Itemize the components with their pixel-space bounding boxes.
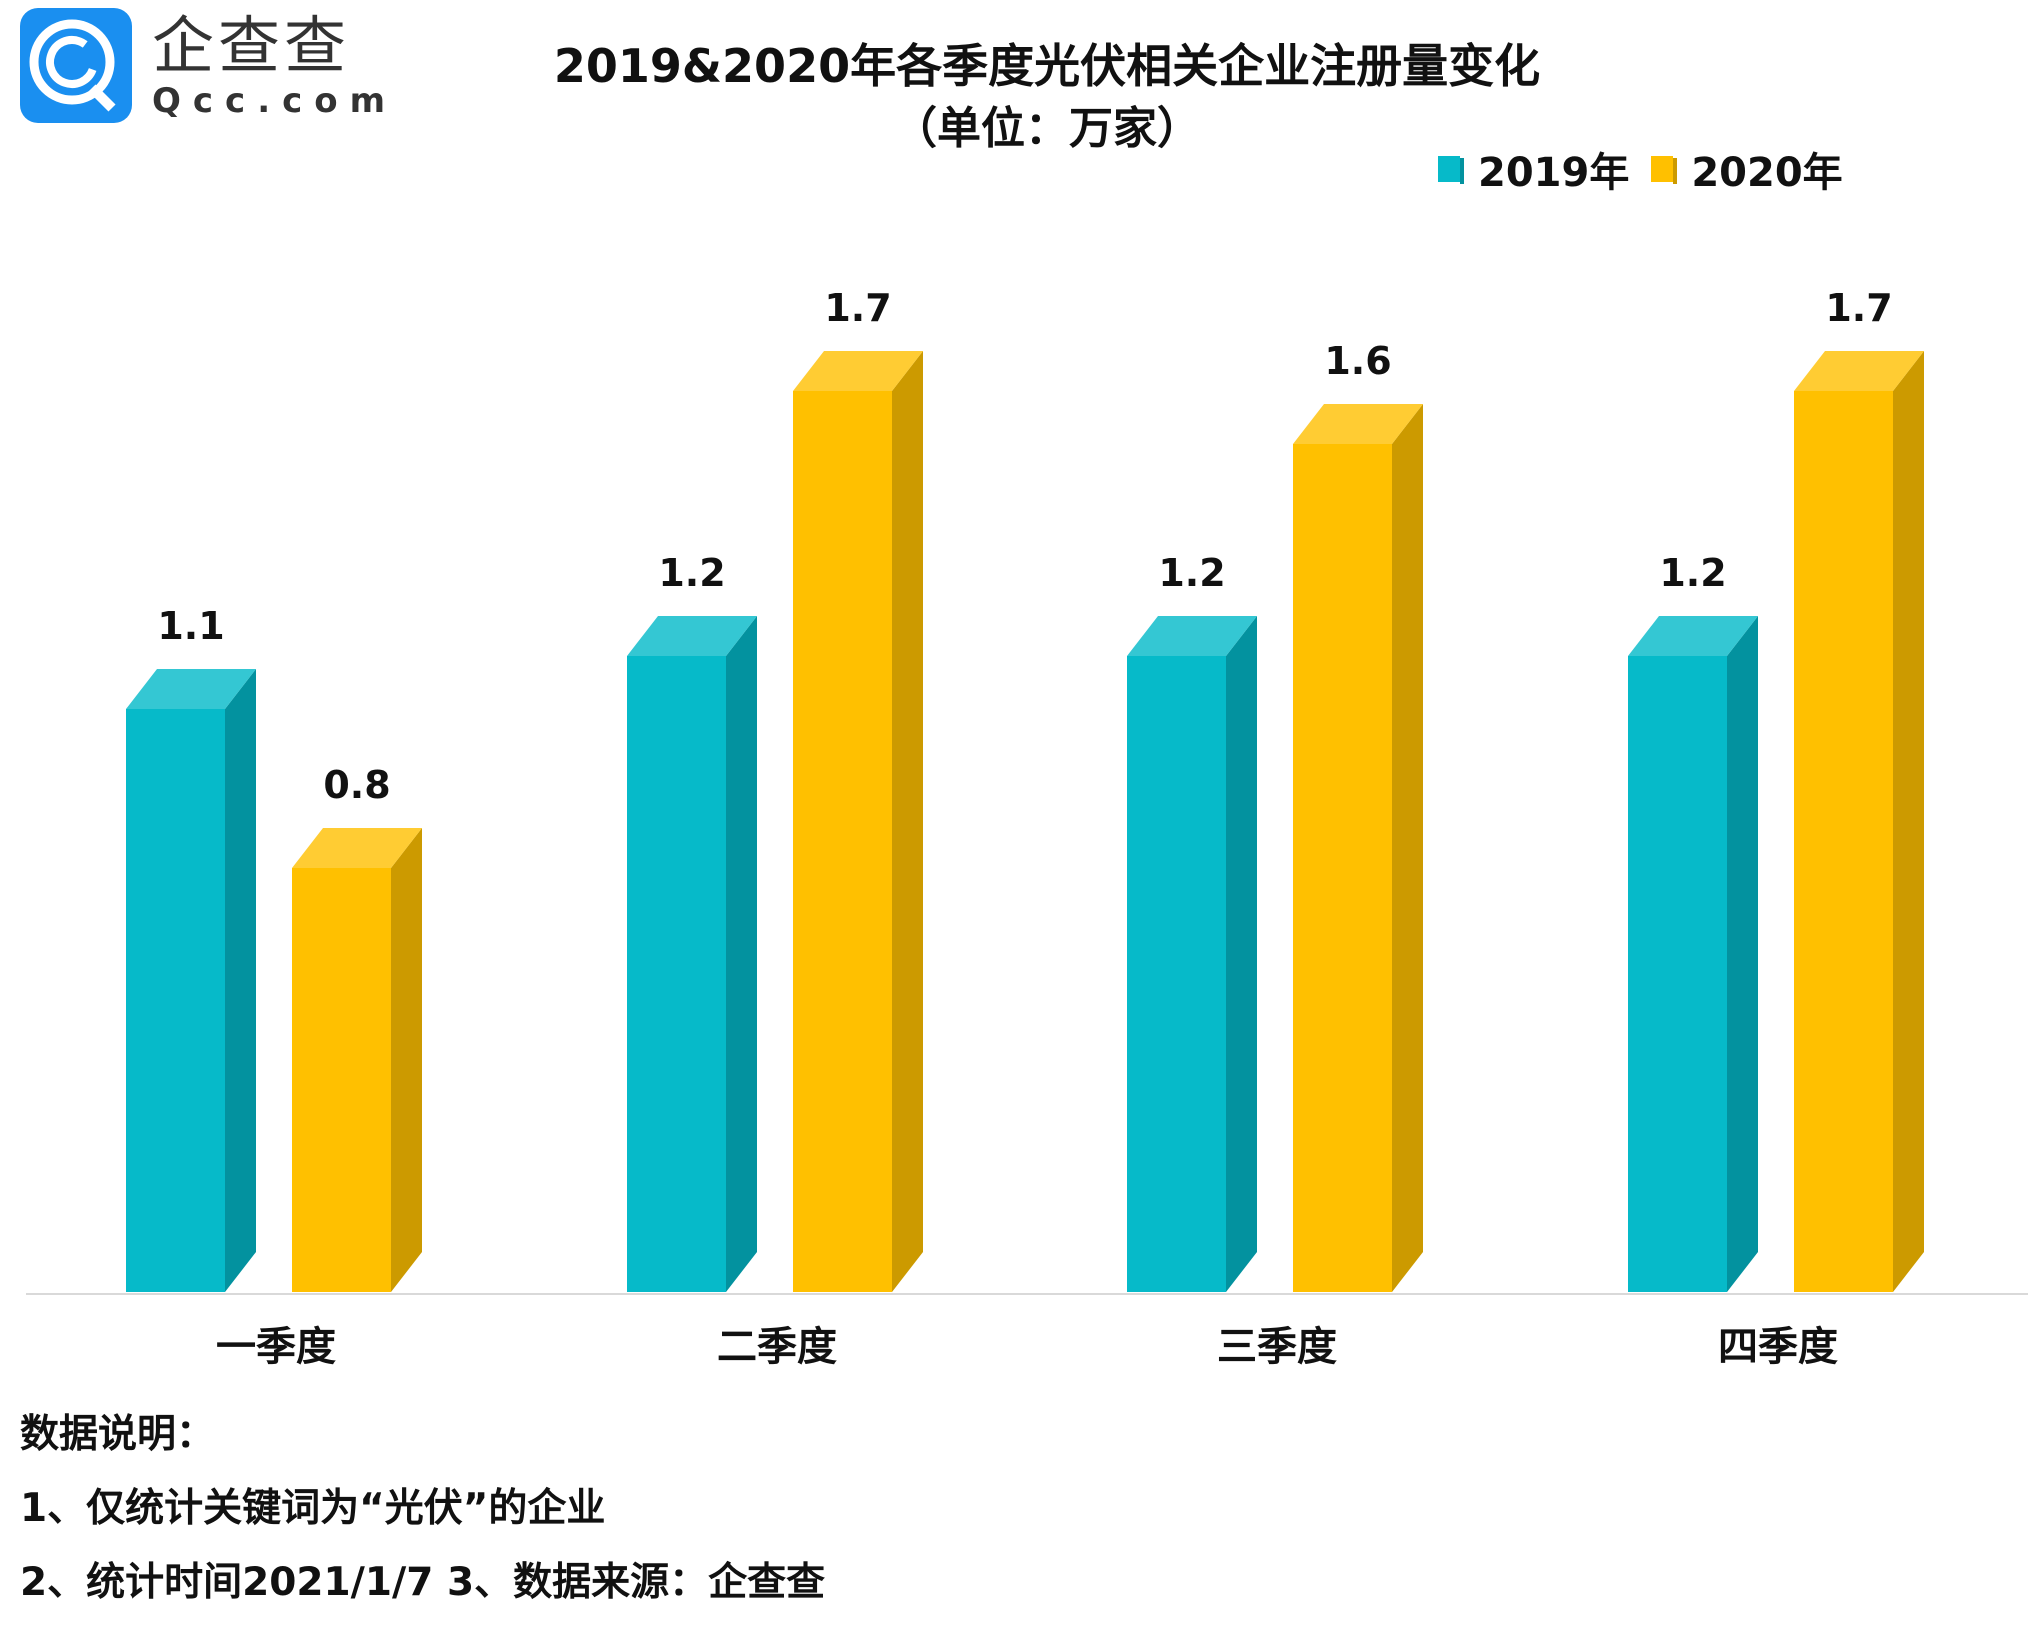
bar-side-1-1 xyxy=(892,351,923,1292)
notes-line-2: 2、统计时间2021/1/7 3、数据来源：企查查 xyxy=(20,1560,826,1605)
logo-text-cn: 企查查 xyxy=(152,8,351,82)
bar-1-1 xyxy=(793,391,892,1292)
bar-1-3 xyxy=(1794,391,1893,1292)
data-label-0-1: 1.2 xyxy=(658,551,725,595)
notes-heading: 数据说明： xyxy=(20,1412,216,1457)
category-label-0: 一季度 xyxy=(216,1324,336,1370)
bar-0-3 xyxy=(1628,656,1727,1292)
category-label-2: 三季度 xyxy=(1217,1324,1337,1370)
bar-side-1-0 xyxy=(391,828,422,1292)
legend-item-2020: 2020年 xyxy=(1651,140,1843,198)
chart-subtitle: （单位：万家） xyxy=(893,103,1201,154)
bar-1-2 xyxy=(1293,444,1392,1292)
data-label-1-1: 1.7 xyxy=(824,286,891,330)
logo-text-en: Qcc.com xyxy=(152,80,398,121)
bar-top-1-3 xyxy=(1794,351,1924,391)
qcc-logo: 企查查 Qcc.com xyxy=(20,8,397,123)
legend: 2019年 2020年 xyxy=(1438,140,1865,198)
notes-line-1: 1、仅统计关键词为“光伏”的企业 xyxy=(20,1486,606,1531)
bar-side-0-2 xyxy=(1226,616,1257,1292)
data-label-1-2: 1.6 xyxy=(1324,339,1391,383)
bar-top-1-1 xyxy=(793,351,923,391)
bar-side-0-1 xyxy=(726,616,757,1292)
data-label-1-3: 1.7 xyxy=(1825,286,1892,330)
bar-0-2 xyxy=(1127,656,1226,1292)
legend-label-2020: 2020年 xyxy=(1691,150,1843,196)
bar-top-0-0 xyxy=(126,669,256,709)
data-label-0-3: 1.2 xyxy=(1659,551,1726,595)
bar-top-1-2 xyxy=(1293,404,1423,444)
qcc-logo-icon xyxy=(20,8,132,123)
bar-0-0 xyxy=(126,709,225,1292)
category-label-3: 四季度 xyxy=(1718,1324,1838,1370)
data-notes: 数据说明： 1、仅统计关键词为“光伏”的企业 2、统计时间2021/1/7 3、… xyxy=(20,1408,825,1630)
category-label-1: 二季度 xyxy=(717,1324,837,1370)
bar-top-0-1 xyxy=(627,616,757,656)
bar-side-0-0 xyxy=(225,669,256,1292)
bar-top-1-0 xyxy=(292,828,422,868)
bar-1-0 xyxy=(292,868,391,1292)
bar-top-0-3 xyxy=(1628,616,1758,656)
legend-label-2019: 2019年 xyxy=(1478,150,1630,196)
legend-item-2019: 2019年 xyxy=(1438,140,1629,198)
chart-title: 2019&2020年各季度光伏相关企业注册量变化 xyxy=(553,39,1541,93)
bar-side-0-3 xyxy=(1727,616,1758,1292)
legend-swatch-2019 xyxy=(1438,156,1464,184)
data-label-0-0: 1.1 xyxy=(157,604,224,648)
data-label-0-2: 1.2 xyxy=(1158,551,1225,595)
bar-side-1-3 xyxy=(1893,351,1924,1292)
legend-swatch-2020 xyxy=(1651,156,1678,184)
bar-0-1 xyxy=(627,656,726,1292)
bar-top-0-2 xyxy=(1127,616,1257,656)
data-label-1-0: 0.8 xyxy=(323,763,390,807)
bar-side-1-2 xyxy=(1392,404,1423,1292)
